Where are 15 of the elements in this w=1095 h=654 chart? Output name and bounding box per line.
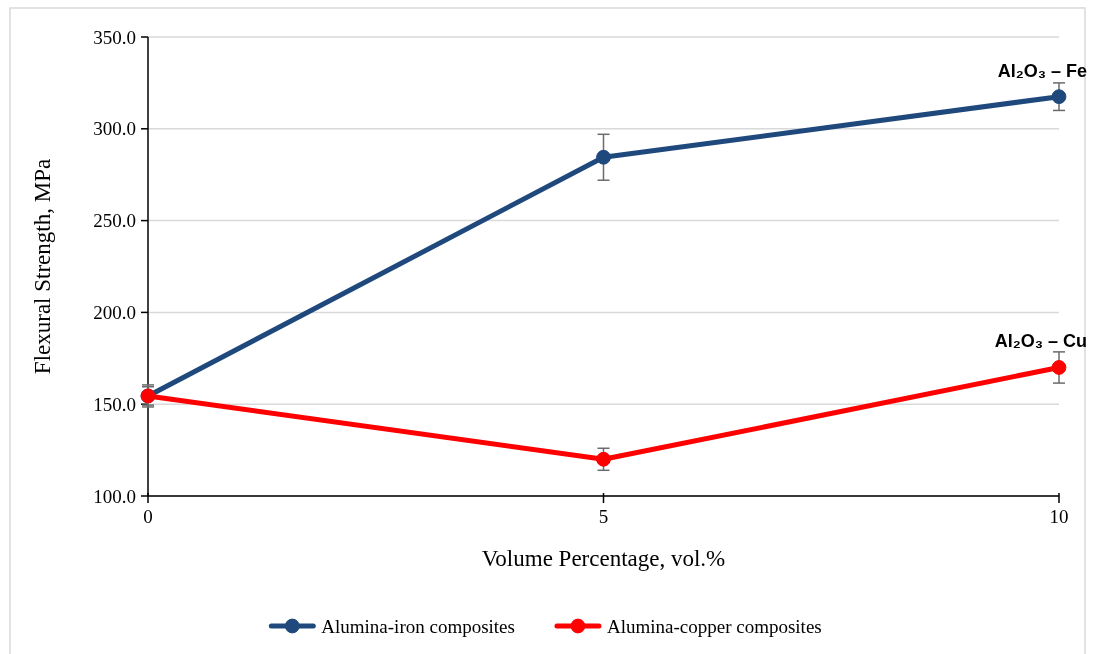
x-tick-label: 0	[143, 506, 153, 527]
annotation: Al₂O₃ – Fe	[997, 60, 1087, 81]
y-tick-label: 300.0	[93, 118, 136, 140]
y-tick-label: 100.0	[93, 485, 136, 507]
legend-label: Alumina-copper composites	[606, 615, 822, 637]
y-tick-label: 200.0	[93, 302, 136, 324]
y-tick-label: 150.0	[93, 393, 136, 415]
legend-label: Alumina-iron composites	[321, 615, 515, 637]
y-tick-label: 250.0	[93, 210, 136, 232]
x-axis-title: Volume Percentage, vol.%	[481, 546, 726, 571]
x-tick-label: 5	[598, 506, 609, 527]
y-tick-label: 350.0	[93, 26, 136, 48]
annotation: Al₂O₃ – Cu	[994, 331, 1087, 352]
x-tick-label: 10	[1049, 506, 1069, 527]
y-axis-title: Flexural Strength, MPa	[30, 158, 55, 375]
